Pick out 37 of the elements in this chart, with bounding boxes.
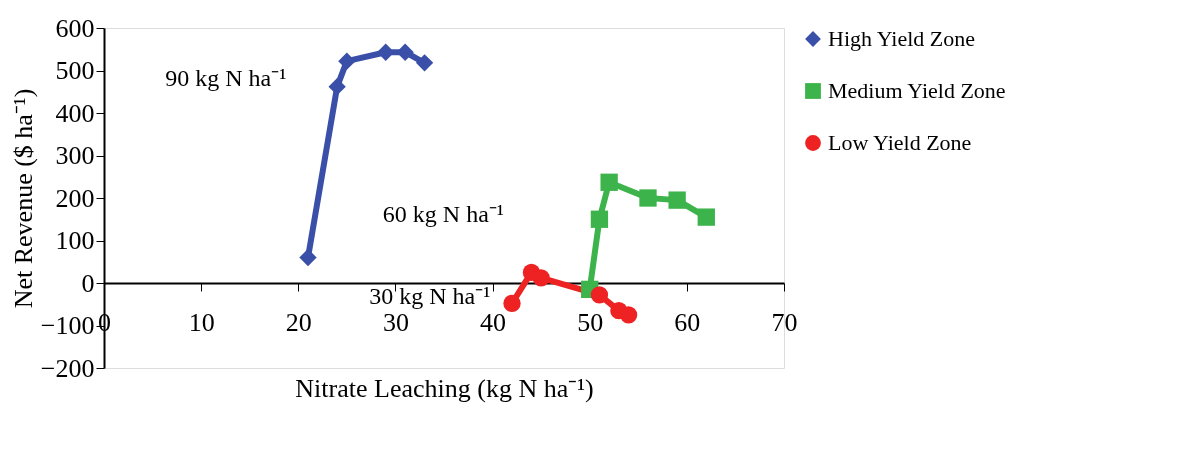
y-tick-label: 500 xyxy=(55,56,95,85)
legend-label: Low Yield Zone xyxy=(828,130,972,155)
annotation: 30 kg N ha⁻¹ xyxy=(369,282,491,309)
point xyxy=(532,269,550,287)
legend-label: Medium Yield Zone xyxy=(828,78,1006,103)
point xyxy=(503,294,521,313)
x-tick-label: 50 xyxy=(577,307,604,337)
point xyxy=(415,54,434,72)
x-tick-label: 30 xyxy=(382,307,409,337)
y-tick-label: 400 xyxy=(55,98,95,128)
y-tick-label: −100 xyxy=(40,311,95,340)
annotation: 60 kg N ha⁻¹ xyxy=(382,201,504,227)
point xyxy=(590,210,609,228)
point xyxy=(697,208,715,226)
x-axis-title: Nitrate Leaching (kg N ha⁻¹) xyxy=(295,373,594,403)
y-tick-label: −200 xyxy=(40,353,95,383)
y-tick-label: 600 xyxy=(55,13,95,43)
point xyxy=(328,77,346,96)
x-tick-label: 70 xyxy=(771,307,798,337)
point xyxy=(590,286,609,304)
x-tick-label: 20 xyxy=(285,307,312,337)
y-tick-label: 200 xyxy=(55,183,95,213)
y-tick-label: 100 xyxy=(55,226,95,255)
annotation: 90 kg N ha⁻¹ xyxy=(165,65,287,91)
legend-label: High Yield Zone xyxy=(828,26,976,51)
point xyxy=(619,306,638,324)
y-tick-label: 0 xyxy=(81,268,95,298)
x-tick-label: 10 xyxy=(188,307,215,337)
point xyxy=(299,248,317,267)
point xyxy=(338,52,356,70)
y-axis-title: Net Revenue ($ ha⁻¹) xyxy=(8,88,38,309)
point xyxy=(600,173,618,191)
x-tick-label: 60 xyxy=(674,307,701,337)
x-tick-label: 40 xyxy=(480,307,507,337)
y-tick-label: 300 xyxy=(55,141,95,170)
point xyxy=(668,191,686,209)
point xyxy=(639,189,657,207)
